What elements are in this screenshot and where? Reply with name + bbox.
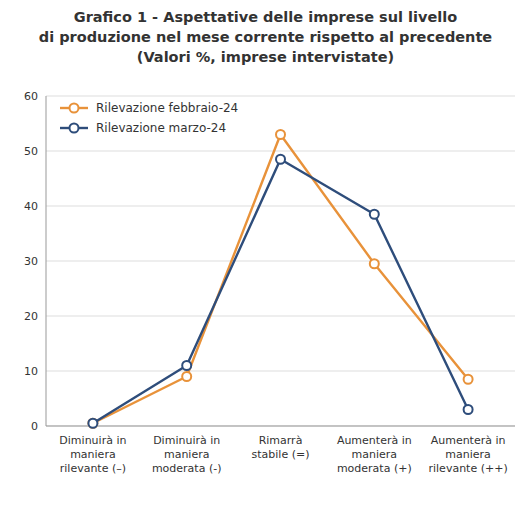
x-tick-label: Aumenterà inmanieramoderata (+) — [337, 434, 412, 475]
grid-line — [46, 261, 515, 262]
grid-line — [46, 96, 515, 97]
y-tick-label: 40 — [24, 200, 38, 213]
legend-label: Rilevazione marzo-24 — [96, 121, 226, 135]
x-tick-label: Rimarràstabile (=) — [252, 434, 310, 461]
y-tick-label: 0 — [31, 420, 38, 433]
x-tick-label: Aumenterà inmanierarilevante (++) — [428, 434, 507, 475]
x-tick-label: Diminuirà inmanierarilevante (–) — [59, 434, 126, 475]
point — [88, 419, 97, 428]
y-tick-label: 30 — [24, 255, 38, 268]
grid — [46, 96, 515, 426]
plot-area — [88, 130, 472, 428]
legend-marker — [70, 104, 79, 113]
point — [88, 419, 97, 428]
legend-label: Rilevazione febbraio-24 — [96, 101, 238, 115]
title: Grafico 1 - Aspettative delle imprese su… — [39, 9, 493, 65]
legend-marker — [70, 124, 79, 133]
y-tick-label: 60 — [24, 90, 38, 103]
point — [276, 130, 285, 139]
series-line — [93, 159, 468, 423]
point — [182, 372, 191, 381]
grid-line — [46, 206, 515, 207]
x-tick-label: Diminuirà inmanieramoderata (-) — [152, 434, 222, 475]
y-axis — [46, 96, 47, 426]
chart: Grafico 1 - Aspettative delle imprese su… — [0, 0, 531, 508]
point — [464, 375, 473, 384]
y-tick-label: 20 — [24, 310, 38, 323]
point — [276, 155, 285, 164]
grid-line — [46, 371, 515, 372]
x-axis — [46, 426, 515, 427]
grid-line — [46, 151, 515, 152]
point — [370, 259, 379, 268]
grid-line — [46, 316, 515, 317]
point — [182, 361, 191, 370]
point — [370, 210, 379, 219]
grid-line — [46, 426, 515, 427]
y-tick-label: 50 — [24, 145, 38, 158]
legend: Rilevazione febbraio-24 Rilevazione marzo… — [60, 101, 238, 135]
point — [464, 405, 473, 414]
series-line — [93, 135, 468, 424]
y-tick-label: 10 — [24, 365, 38, 378]
